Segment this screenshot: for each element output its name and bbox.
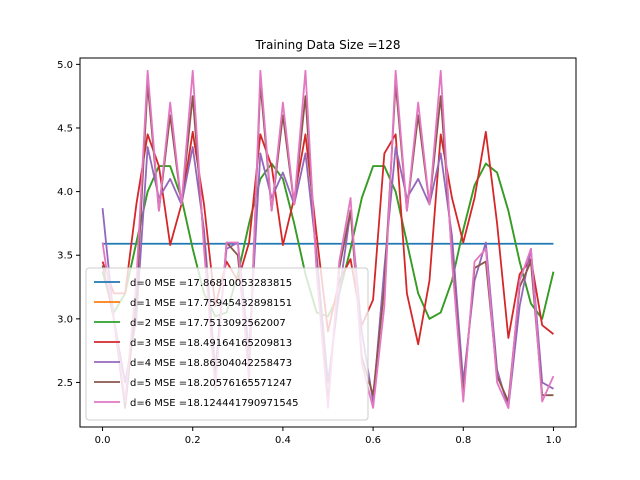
x-tick-label: 0.6 bbox=[365, 435, 381, 446]
y-tick-label: 4.5 bbox=[57, 123, 73, 134]
y-axis: 2.5 3.0 3.5 4.0 4.5 5.0 bbox=[57, 60, 80, 389]
legend-box bbox=[85, 267, 369, 421]
plot-frame bbox=[79, 57, 577, 428]
x-axis: 0.0 0.2 0.4 0.6 0.8 1.0 bbox=[95, 427, 562, 446]
y-tick-label: 4.0 bbox=[57, 187, 73, 198]
legend: d=0 MSE =17.86810053283815 d=1 MSE =17.75… bbox=[85, 267, 369, 421]
y-tick-label: 2.5 bbox=[57, 378, 73, 389]
y-tick-label: 3.5 bbox=[57, 251, 73, 262]
legend-label: d=0 MSE =17.86810053283815 bbox=[130, 278, 292, 289]
legend-label: d=5 MSE =18.20576165571247 bbox=[130, 378, 292, 389]
x-tick-label: 1.0 bbox=[546, 435, 562, 446]
x-tick-label: 0.2 bbox=[185, 435, 201, 446]
y-tick-label: 3.0 bbox=[57, 314, 73, 325]
legend-label: d=4 MSE =18.86304042258473 bbox=[130, 358, 292, 369]
legend-label: d=3 MSE =18.49164165209813 bbox=[130, 338, 292, 349]
x-tick-label: 0.0 bbox=[95, 435, 111, 446]
legend-label: d=1 MSE =17.75945432898151 bbox=[130, 298, 292, 309]
x-tick-label: 0.4 bbox=[275, 435, 291, 446]
legend-label: d=2 MSE =17.7513092562007 bbox=[130, 318, 286, 329]
legend-label: d=6 MSE =18.124441790971545 bbox=[130, 398, 298, 409]
y-tick-label: 5.0 bbox=[57, 60, 73, 71]
x-tick-label: 0.8 bbox=[455, 435, 471, 446]
chart-title: Training Data Size =128 bbox=[254, 38, 400, 52]
